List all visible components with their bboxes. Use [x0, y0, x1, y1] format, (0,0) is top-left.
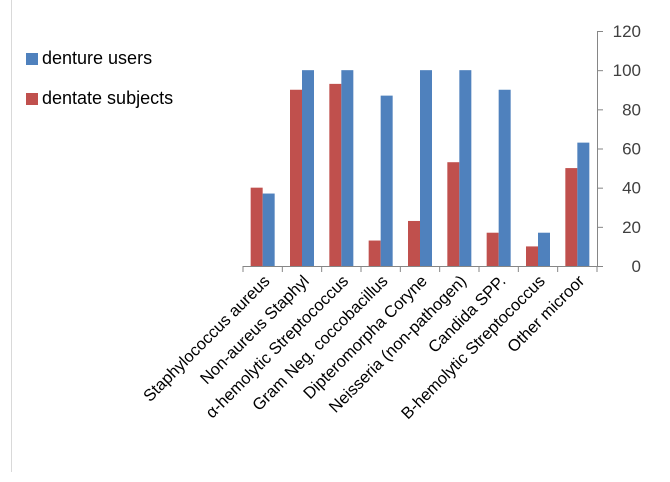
bar-denture-users: [262, 193, 275, 266]
legend-swatch: [26, 53, 38, 65]
bar-denture-users: [459, 70, 472, 267]
bar-denture-users: [420, 70, 432, 267]
y-tick-label: 20: [622, 218, 641, 237]
bar-dentate-subjects: [526, 246, 538, 266]
bar-dentate-subjects: [408, 220, 420, 266]
bar-denture-users: [302, 70, 314, 267]
frame-border-line: [11, 0, 12, 472]
y-tick-label: 120: [613, 22, 641, 41]
bar-dentate-subjects: [250, 187, 263, 266]
bar-dentate-subjects: [565, 168, 578, 266]
y-tick-label: 100: [613, 61, 641, 80]
x-axis-ticks: [242, 266, 598, 272]
bar-dentate-subjects: [329, 83, 342, 266]
y-tick-label: 80: [622, 100, 641, 119]
bar-denture-users: [538, 232, 550, 266]
y-tick-label: 60: [622, 140, 641, 159]
bar-dentate-subjects: [486, 232, 499, 266]
legend-label: dentate subjects: [42, 88, 173, 108]
bars-group: [250, 70, 590, 267]
y-axis-ticks: 0 20 40 60 80 100 120: [597, 22, 641, 276]
bar-denture-users: [380, 95, 393, 266]
y-tick-label: 40: [622, 179, 641, 198]
bar-denture-users: [341, 70, 354, 267]
bar-dentate-subjects: [447, 162, 460, 266]
bar-dentate-subjects: [368, 240, 381, 266]
legend-swatch: [26, 93, 38, 105]
legend: denture users dentate subjects: [26, 48, 173, 108]
bar-dentate-subjects: [290, 89, 302, 266]
bar-denture-users: [577, 142, 590, 266]
y-tick-label: 0: [632, 257, 641, 276]
bar-denture-users: [498, 89, 511, 266]
legend-label: denture users: [42, 48, 152, 68]
